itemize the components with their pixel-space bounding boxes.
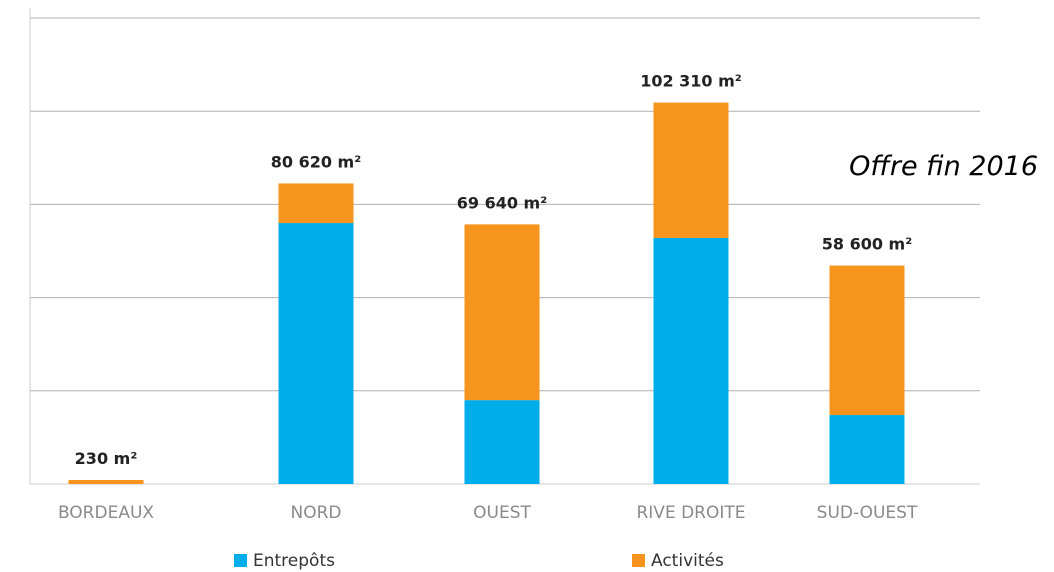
legend-swatch-activites — [632, 554, 645, 567]
bar-activites-rive-droite — [653, 102, 729, 238]
x-tick-label: SUD-OUEST — [817, 503, 918, 523]
x-tick-label: RIVE DROITE — [636, 503, 745, 523]
gridlines — [30, 17, 980, 392]
bar-activites-ouest — [464, 224, 540, 401]
value-label: 80 620 m² — [271, 152, 361, 171]
bar-activites-sud-ouest — [829, 265, 905, 416]
value-label: 102 310 m² — [640, 72, 742, 91]
chart-annotation: Offre fin 2016 — [849, 151, 1038, 182]
bar-entrepots-rive-droite — [653, 237, 729, 484]
x-tick-label: OUEST — [473, 503, 531, 523]
bars-group — [68, 102, 905, 485]
legend-swatch-entrepots — [234, 554, 247, 567]
x-tick-label: NORD — [291, 503, 342, 523]
value-label: 58 600 m² — [822, 235, 912, 254]
bar-activites-bordeaux — [68, 480, 144, 484]
bar-entrepots-sud-ouest — [829, 415, 905, 484]
value-labels-group: 230 m² 80 620 m² 69 640 m² 102 310 m² 58 600… — [75, 72, 913, 468]
legend-label-activites: Activités — [651, 551, 724, 571]
category-tick-labels: BORDEAUX NORD OUEST RIVE DROITE SUD-OUEST — [58, 503, 918, 523]
bar-entrepots-ouest — [464, 400, 540, 484]
legend: Entrepôts Activités — [234, 551, 724, 571]
bar-entrepots-nord — [278, 223, 354, 485]
legend-label-entrepots: Entrepôts — [253, 551, 335, 571]
value-label: 230 m² — [75, 449, 138, 468]
x-tick-label: BORDEAUX — [58, 503, 154, 523]
value-label: 69 640 m² — [457, 193, 547, 212]
bar-activites-nord — [278, 183, 354, 224]
